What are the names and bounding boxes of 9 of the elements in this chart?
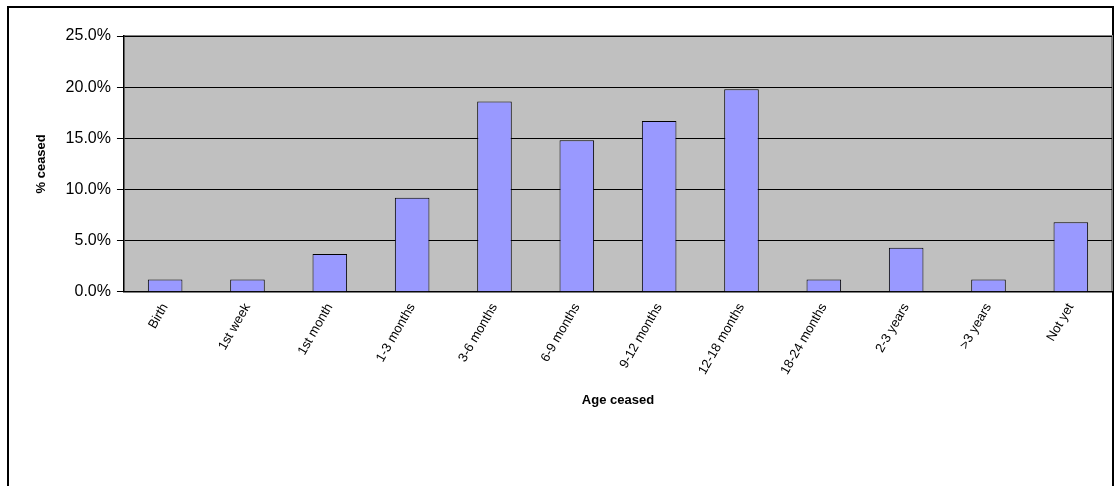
y-tick-label: 10.0% xyxy=(65,179,111,197)
y-tick-label: 20.0% xyxy=(65,77,111,95)
y-tick-label: 25.0% xyxy=(65,26,111,44)
x-axis-title: Age ceased xyxy=(581,391,655,407)
y-tick-label: 15.0% xyxy=(65,128,111,146)
y-tick-label: 5.0% xyxy=(74,231,111,249)
y-tick-label: 0.0% xyxy=(74,282,111,300)
x-tick-label: Not yet xyxy=(1042,300,1077,344)
y-axis-title: % ceased xyxy=(33,134,49,194)
